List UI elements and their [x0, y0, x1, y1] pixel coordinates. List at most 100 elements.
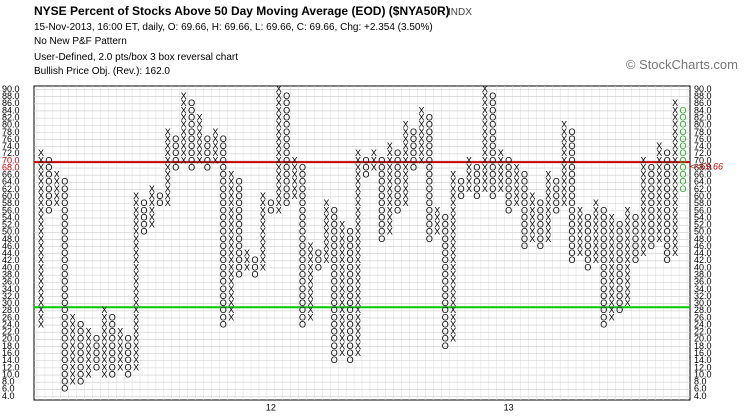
box: O	[680, 155, 687, 165]
box: X	[514, 184, 520, 194]
box: O	[299, 177, 306, 187]
y-tick-label-right: 86.0	[694, 98, 712, 108]
box: O	[156, 191, 163, 201]
box: O	[331, 291, 338, 301]
box: X	[355, 148, 361, 158]
box: X	[276, 91, 282, 101]
box: X	[418, 141, 424, 151]
box: X	[418, 148, 424, 158]
y-tick-label: 40.0	[2, 262, 20, 272]
box: O	[378, 184, 385, 194]
y-tick-label: 26.0	[2, 312, 20, 322]
box: O	[220, 212, 227, 222]
box: O	[426, 155, 433, 165]
box: O	[378, 162, 385, 172]
box: X	[609, 212, 615, 222]
box: X	[276, 205, 282, 215]
box: O	[664, 184, 671, 194]
box: O	[394, 191, 401, 201]
box: O	[410, 155, 417, 165]
box: X	[672, 184, 678, 194]
box: X	[355, 298, 361, 308]
box: X	[418, 112, 424, 122]
box: O	[299, 220, 306, 230]
box: X	[482, 148, 488, 158]
box: X	[387, 205, 393, 215]
box: X	[276, 148, 282, 158]
box: X	[609, 262, 615, 272]
box: X	[625, 284, 631, 294]
box: O	[347, 327, 354, 337]
box: X	[133, 298, 139, 308]
box: X	[371, 162, 377, 172]
box: O	[220, 312, 227, 322]
box: O	[299, 255, 306, 265]
box: O	[584, 227, 591, 237]
box: X	[228, 198, 234, 208]
box: X	[133, 277, 139, 287]
box: X	[672, 248, 678, 258]
box: X	[609, 284, 615, 294]
box: X	[70, 334, 76, 344]
box: X	[355, 184, 361, 194]
box: O	[378, 212, 385, 222]
y-tick-label: 72.0	[2, 148, 20, 158]
box: X	[228, 184, 234, 194]
y-tick-label-right: 16.0	[694, 348, 712, 358]
y-tick-label-right: 14.0	[694, 355, 712, 365]
box: O	[315, 248, 322, 258]
box: X	[403, 127, 409, 137]
box: O	[220, 269, 227, 279]
box: X	[625, 298, 631, 308]
box: X	[355, 269, 361, 279]
box: O	[600, 319, 607, 329]
box: X	[498, 177, 504, 187]
box: O	[505, 170, 512, 180]
box: O	[220, 284, 227, 294]
box: X	[529, 227, 535, 237]
chart-title: NYSE Percent of Stocks Above 50 Day Movi…	[34, 4, 450, 18]
y-tick-label-right: 70.0	[694, 155, 712, 165]
box: X	[339, 220, 345, 230]
y-tick-label: 62.0	[2, 184, 20, 194]
box: O	[236, 234, 243, 244]
box: O	[299, 284, 306, 294]
box: X	[625, 241, 631, 251]
box: X	[339, 319, 345, 329]
box: O	[489, 134, 496, 144]
box: X	[228, 277, 234, 287]
box: O	[347, 312, 354, 322]
box: O	[125, 334, 132, 344]
box: X	[672, 162, 678, 172]
box: X	[196, 120, 202, 130]
box: X	[640, 162, 646, 172]
box: X	[70, 355, 76, 365]
box: X	[307, 255, 313, 265]
box: O	[521, 177, 528, 187]
box: O	[283, 141, 290, 151]
box: X	[70, 377, 76, 387]
box: O	[394, 155, 401, 165]
box: X	[54, 184, 60, 194]
box: X	[403, 177, 409, 187]
box: X	[133, 348, 139, 358]
box: X	[117, 362, 123, 372]
box: O	[283, 134, 290, 144]
box: X	[355, 291, 361, 301]
box: X	[418, 120, 424, 130]
box: O	[141, 227, 148, 237]
box: O	[77, 348, 84, 358]
box: O	[109, 348, 116, 358]
box: X	[561, 177, 567, 187]
box: X	[70, 327, 76, 337]
box: O	[489, 112, 496, 122]
box: O	[442, 334, 449, 344]
box: O	[569, 127, 576, 137]
box: X	[86, 341, 92, 351]
box: O	[220, 155, 227, 165]
box: O	[347, 291, 354, 301]
box: X	[418, 105, 424, 115]
box: X	[545, 227, 551, 237]
box: O	[61, 255, 68, 265]
box: X	[133, 198, 139, 208]
